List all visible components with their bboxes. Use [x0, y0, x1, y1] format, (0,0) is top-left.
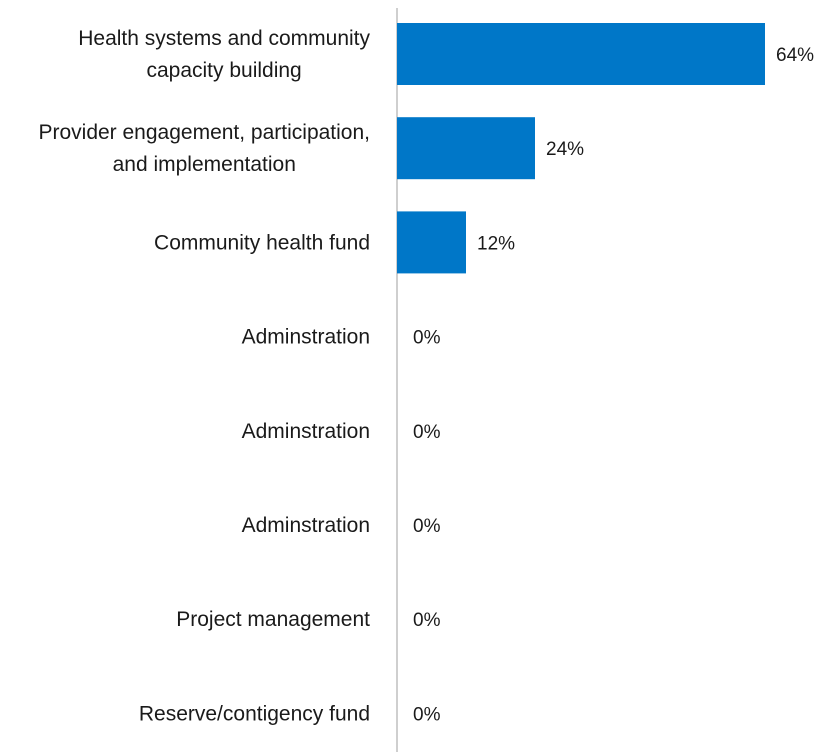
category-label-2: Community health fund — [154, 231, 370, 254]
category-label-3: Adminstration — [242, 326, 370, 349]
value-label-5: 0% — [413, 516, 441, 537]
value-label-3: 0% — [413, 328, 441, 349]
category-label-0: Health systems and community capacity bui… — [78, 27, 370, 82]
bar-1 — [397, 117, 535, 180]
value-label-4: 0% — [413, 422, 441, 443]
value-label-6: 0% — [413, 610, 441, 631]
bar-0 — [397, 23, 765, 85]
value-label-0: 64% — [776, 45, 814, 66]
category-label-7: Reserve/contigency fund — [139, 702, 370, 725]
category-label-6: Project management — [176, 608, 370, 631]
value-label-2: 12% — [477, 233, 515, 254]
category-label-5: Adminstration — [242, 514, 370, 537]
category-label-1: Provider engagement, participation, and i… — [38, 121, 370, 176]
value-label-7: 0% — [413, 704, 441, 725]
value-label-1: 24% — [546, 139, 584, 160]
category-label-4: Adminstration — [242, 420, 370, 443]
bar-2 — [397, 211, 466, 274]
